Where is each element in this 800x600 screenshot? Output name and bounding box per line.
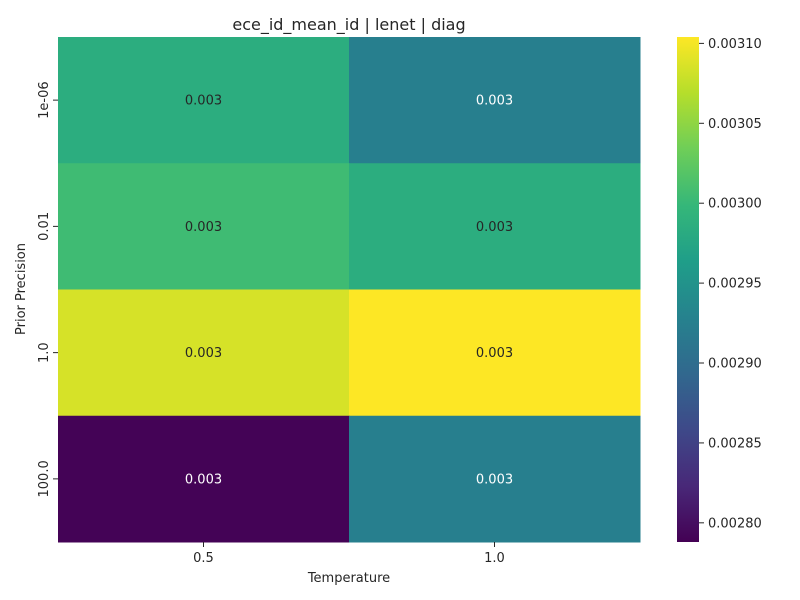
heatmap-cell [58,163,350,290]
y-axis-ticks: 1e-06 0.01 1.0 100.0 [37,81,58,497]
heatmap-cell [349,163,641,290]
colorbar [677,37,699,542]
cell-label: 0.003 [476,346,513,361]
colorbar-tick-label: 0.00310 [708,37,762,52]
cell-label: 0.003 [476,220,513,235]
heatmap-cell [58,289,350,417]
heatmap-cell [58,415,350,543]
x-axis-label: Temperature [307,571,390,586]
colorbar-tick-label: 0.00290 [708,357,762,372]
colorbar-tick-label: 0.00295 [708,277,762,292]
cell-label: 0.003 [476,472,513,487]
colorbar-tick-label: 0.00305 [708,117,762,132]
cell-label: 0.003 [185,346,222,361]
heatmap-cell [58,37,350,164]
y-axis-label: Prior Precision [14,243,29,335]
heatmap-cells: 0.003 0.003 0.003 0.003 0.003 0.003 0.003 0.003 [58,37,641,543]
chart-title: ece_id_mean_id | lenet | diag [232,15,465,35]
y-tick-label: 1.0 [37,342,52,363]
y-tick-label: 0.01 [37,212,52,241]
colorbar-tick-label: 0.00300 [708,197,762,212]
y-tick-label: 1e-06 [37,81,52,119]
x-tick-label: 0.5 [193,551,214,566]
x-axis-ticks: 0.5 1.0 [193,542,505,566]
colorbar-tick-label: 0.00280 [708,516,762,531]
heatmap-cell [349,289,641,417]
x-tick-label: 1.0 [484,551,505,566]
cell-label: 0.003 [476,94,513,109]
colorbar-ticks: 0.00280 0.00285 0.00290 0.00295 0.00300 0.003… [699,37,762,531]
heatmap-cell [349,415,641,543]
cell-label: 0.003 [185,220,222,235]
heatmap-cell [349,37,641,164]
cell-label: 0.003 [185,472,222,487]
cell-label: 0.003 [185,94,222,109]
colorbar-tick-label: 0.00285 [708,436,762,451]
y-tick-label: 100.0 [37,460,52,497]
